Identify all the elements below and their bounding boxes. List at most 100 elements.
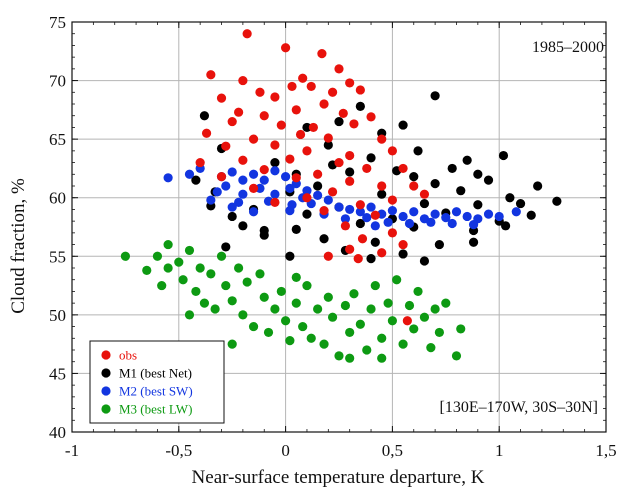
point-obs [234, 107, 244, 117]
legend-marker-m2 [101, 386, 111, 396]
point-m1 [199, 111, 210, 121]
point-m3 [387, 316, 397, 326]
y-tick-label: 75 [49, 13, 66, 32]
point-m1 [370, 237, 380, 247]
point-m2 [184, 169, 195, 179]
point-obs [259, 165, 269, 175]
point-m3 [291, 272, 301, 282]
point-m2 [409, 207, 419, 217]
point-m2 [227, 202, 237, 212]
point-m2 [221, 181, 231, 191]
x-tick-labels: -1 -0,5 0 0,5 1 1,5 [65, 441, 617, 460]
point-m2 [494, 211, 504, 222]
point-m3 [349, 289, 359, 299]
legend-box [89, 340, 225, 424]
point-obs [291, 173, 301, 183]
point-m1 [413, 146, 423, 156]
point-m3 [377, 333, 387, 343]
point-m3 [191, 286, 201, 297]
point-m2 [163, 173, 173, 183]
point-m3 [234, 263, 244, 273]
point-m2 [441, 213, 451, 223]
point-m3 [319, 339, 329, 349]
x-tick-label: -0,5 [165, 441, 192, 460]
point-obs [387, 228, 397, 238]
y-tick-label: 65 [49, 130, 66, 149]
point-m1 [473, 200, 483, 210]
y-tick-label: 60 [49, 189, 66, 208]
y-tick-label: 45 [49, 364, 66, 383]
point-m1 [259, 225, 269, 236]
y-tick-label: 40 [49, 423, 66, 442]
axis-ticks [71, 21, 607, 433]
point-m3 [227, 296, 237, 306]
point-obs [255, 87, 265, 97]
point-obs [270, 92, 280, 102]
point-m3 [276, 286, 286, 297]
point-m1 [398, 249, 408, 259]
point-obs [248, 134, 259, 144]
point-m2 [234, 197, 244, 207]
point-m3 [263, 327, 274, 338]
point-m3 [409, 324, 419, 334]
point-m3 [383, 298, 393, 308]
point-m2 [362, 213, 372, 223]
point-m3 [285, 336, 295, 346]
point-m3 [426, 343, 436, 353]
point-m2 [281, 172, 291, 182]
point-obs [345, 244, 355, 254]
point-obs [357, 234, 368, 244]
point-obs [345, 150, 355, 161]
point-m1 [462, 155, 472, 165]
point-m3 [163, 263, 173, 273]
point-m1 [498, 150, 509, 161]
plot-frame [71, 21, 607, 433]
point-m2 [451, 207, 462, 217]
region-annotation: [130E–170W, 30S–30N] [439, 399, 598, 416]
point-obs [334, 64, 344, 74]
point-m1 [291, 224, 301, 234]
point-m1 [473, 169, 483, 179]
y-tick-label: 50 [49, 306, 66, 325]
point-obs [323, 133, 333, 143]
point-m3 [345, 353, 355, 363]
point-m1 [552, 196, 562, 206]
point-m3 [199, 298, 210, 308]
point-m1 [501, 221, 511, 231]
x-tick-label: 0,5 [382, 441, 403, 460]
point-obs [206, 70, 216, 80]
point-m2 [447, 218, 457, 229]
point-obs [338, 108, 348, 118]
point-m1 [302, 122, 312, 133]
point-m2 [238, 175, 248, 185]
point-m3 [441, 298, 451, 308]
x-tick-label: 1,5 [595, 441, 616, 460]
point-obs [248, 183, 259, 193]
point-obs [238, 155, 248, 165]
point-m3 [298, 321, 308, 332]
y-tick-label: 55 [49, 247, 66, 266]
point-obs [419, 189, 430, 199]
point-m2 [259, 175, 269, 185]
point-m1 [302, 209, 312, 219]
legend-marker-obs [101, 350, 111, 360]
point-m3 [419, 312, 430, 322]
legend-label-m2: M2 (best SW) [119, 384, 193, 399]
point-m1 [221, 242, 231, 252]
point-m3 [313, 304, 323, 314]
point-obs [281, 43, 291, 53]
point-obs [327, 187, 338, 197]
point-obs [216, 172, 227, 182]
point-m1 [430, 179, 440, 189]
point-m3 [323, 292, 333, 302]
point-obs [319, 99, 329, 109]
point-m1 [505, 193, 515, 203]
point-obs [353, 254, 363, 264]
point-m3 [142, 265, 152, 275]
point-obs [366, 112, 376, 122]
point-m3 [345, 327, 355, 338]
point-obs [377, 248, 387, 258]
y-axis-title: Cloud fraction, % [8, 178, 29, 314]
point-m3 [248, 321, 259, 332]
